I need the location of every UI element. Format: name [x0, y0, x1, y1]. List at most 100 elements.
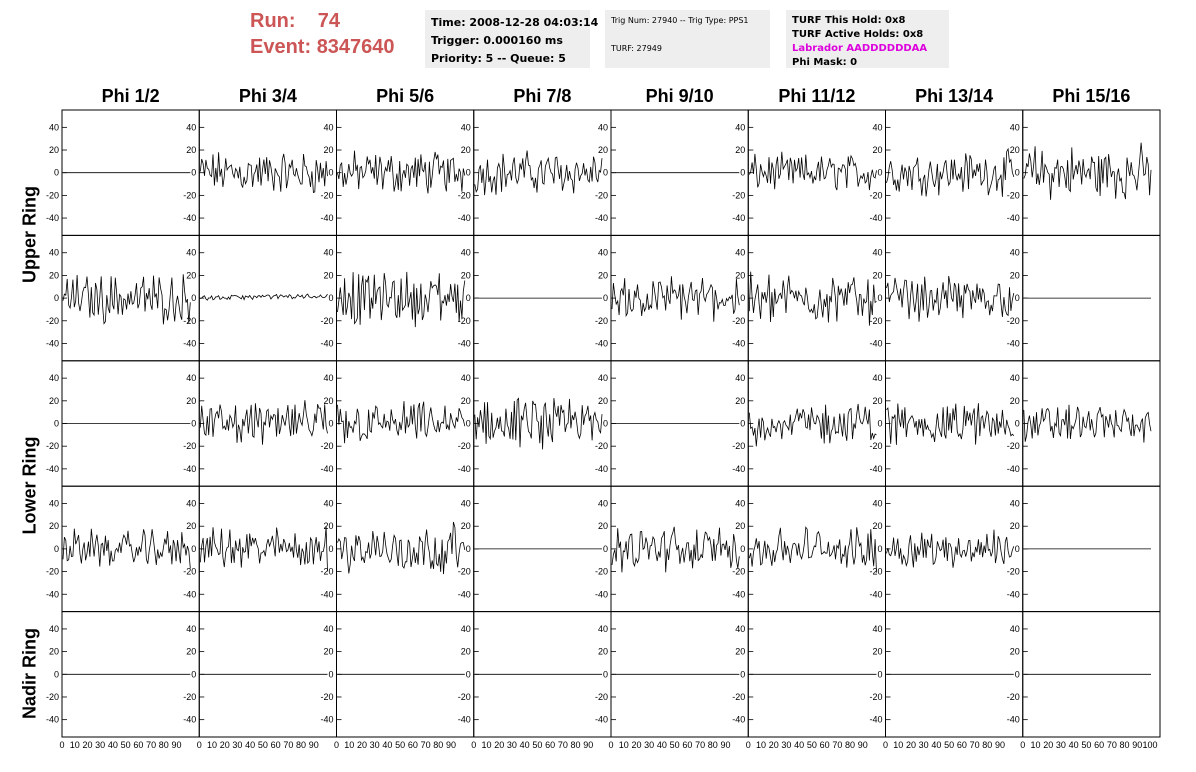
y-tick-label: 20	[872, 647, 882, 657]
run-label: Run:	[250, 10, 296, 32]
y-tick-label: 20	[872, 145, 882, 155]
x-tick-label: 90	[995, 740, 1005, 750]
y-tick-label: -40	[458, 338, 471, 348]
x-tick-label: 10	[344, 740, 354, 750]
y-tick-label: -40	[320, 715, 333, 725]
phi-header: Phi 1/2	[101, 86, 160, 106]
y-tick-label: 0	[54, 419, 59, 429]
x-tick-label: 70	[146, 740, 156, 750]
y-tick-label: -40	[1007, 338, 1020, 348]
x-tick-label: 70	[695, 740, 705, 750]
y-tick-label: 40	[461, 499, 471, 509]
x-tick-label: 90	[583, 740, 593, 750]
y-tick-label: 20	[735, 145, 745, 155]
y-tick-label: -40	[183, 464, 196, 474]
y-tick-label: -20	[595, 692, 608, 702]
y-tick-label: 0	[1015, 419, 1020, 429]
event-line: Event: 8347640	[250, 34, 420, 60]
y-tick-label: 20	[735, 647, 745, 657]
x-tick-label: 80	[296, 740, 306, 750]
waveform-panel: -40 -20 0 20 40	[458, 109, 612, 236]
y-tick-label: 20	[186, 145, 196, 155]
event-value: 8347640	[316, 36, 395, 58]
y-tick-label: -20	[183, 190, 196, 200]
x-tick-label: 20	[906, 740, 916, 750]
y-tick-label: 0	[1015, 669, 1020, 679]
x-tick-label: 80	[433, 740, 443, 750]
y-tick-label: -20	[458, 692, 471, 702]
y-tick-label: -40	[320, 213, 333, 223]
y-tick-label: 20	[872, 270, 882, 280]
trigger-text: Trigger: 0.000160 ms	[431, 34, 563, 47]
x-tick-label: 20	[494, 740, 504, 750]
x-tick-label: 70	[421, 740, 431, 750]
x-tick-label: 90	[309, 740, 319, 750]
waveform-panel: -40 -20 0 20 40	[458, 611, 612, 738]
x-tick-label: 20	[220, 740, 230, 750]
x-tick-label: 40	[382, 740, 392, 750]
y-tick-label: -20	[320, 316, 333, 326]
x-tick-label: 60	[957, 740, 967, 750]
x-tick-label: 90	[172, 740, 182, 750]
y-tick-label: -40	[458, 589, 471, 599]
y-tick-label: 0	[740, 419, 745, 429]
turf-text: TURF: 27949	[611, 44, 662, 53]
x-tick-label: 80	[982, 740, 992, 750]
y-tick-label: 40	[461, 624, 471, 634]
y-tick-label: -20	[183, 567, 196, 577]
waveform-panel: -40 -20 0 20 40	[46, 485, 200, 613]
x-tick-label: 60	[133, 740, 143, 750]
x-tick-label: 0	[746, 740, 751, 750]
y-tick-label: 0	[603, 669, 608, 679]
waveform-trace	[748, 526, 877, 573]
waveform-panel: -40 -20 0 20 40	[46, 611, 200, 738]
y-tick-label: 20	[49, 521, 59, 531]
y-tick-label: 20	[461, 270, 471, 280]
x-tick-label: 60	[408, 740, 418, 750]
waveform-panel: -40 -20 0 20 40	[869, 109, 1024, 236]
y-tick-label: -40	[869, 464, 882, 474]
panel-frame	[198, 485, 337, 613]
event-label: Event:	[250, 36, 312, 58]
y-tick-label: 40	[735, 373, 745, 383]
y-tick-label: -20	[1007, 316, 1020, 326]
y-tick-label: 40	[323, 248, 333, 258]
y-tick-label: -40	[595, 338, 608, 348]
y-tick-label: 40	[872, 624, 882, 634]
waveform-panel: -40 -20 0 20 40	[732, 234, 886, 362]
waveform-trace	[474, 397, 603, 450]
panel-frame	[336, 485, 475, 613]
y-tick-label: -40	[46, 338, 59, 348]
x-tick-label: 60	[820, 740, 830, 750]
y-tick-label: -40	[1007, 464, 1020, 474]
waveform-panel: -40 -20 0 20 40	[1007, 109, 1161, 236]
waveform-trace	[1023, 404, 1152, 443]
y-tick-label: -20	[46, 567, 59, 577]
y-tick-label: 0	[328, 419, 333, 429]
waveform-trace	[337, 521, 466, 575]
x-tick-label: 0	[59, 740, 64, 750]
x-tick-label: 0	[471, 740, 476, 750]
y-tick-label: 40	[1010, 624, 1020, 634]
waveform-trace	[1023, 142, 1152, 200]
y-tick-label: -20	[732, 441, 745, 451]
y-tick-label: -40	[1007, 715, 1020, 725]
y-tick-label: -20	[46, 692, 59, 702]
y-tick-label: 20	[1010, 647, 1020, 657]
turf-hold-panel: TURF This Hold: 0x8 TURF Active Holds: 0…	[786, 10, 949, 68]
x-tick-label: 10	[481, 740, 491, 750]
panel-frame	[610, 485, 749, 613]
y-tick-label: -40	[458, 213, 471, 223]
y-tick-label: -40	[1007, 589, 1020, 599]
y-tick-label: 20	[461, 647, 471, 657]
y-tick-label: 0	[603, 293, 608, 303]
y-tick-label: -20	[869, 567, 882, 577]
y-tick-label: -40	[46, 589, 59, 599]
x-tick-label: 90	[858, 740, 868, 750]
y-tick-label: 0	[740, 669, 745, 679]
y-tick-label: -40	[458, 715, 471, 725]
y-tick-label: -20	[183, 441, 196, 451]
x-tick-label: 0	[1020, 740, 1025, 750]
waveform-panel: -40 -20 0 20 40	[732, 109, 886, 236]
waveform-panel: -40 -20 0 20 40	[183, 109, 337, 236]
